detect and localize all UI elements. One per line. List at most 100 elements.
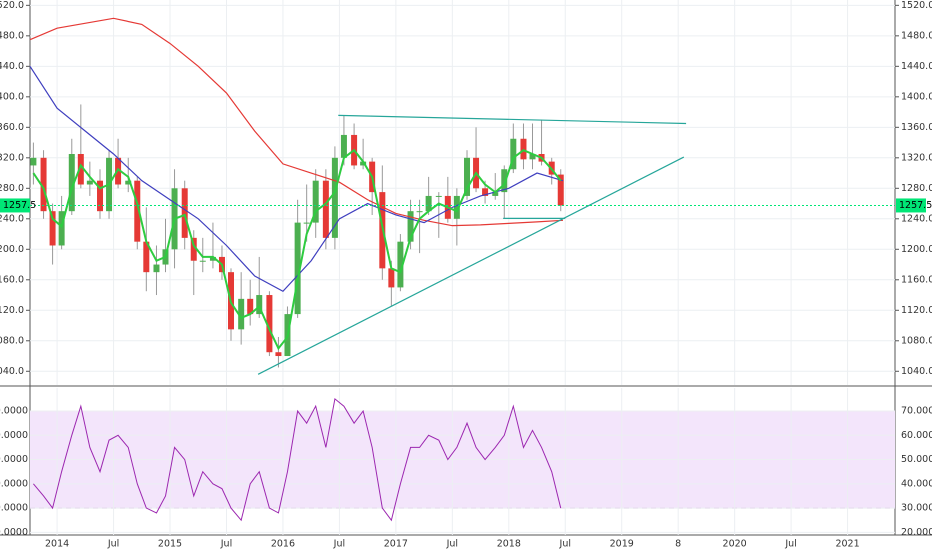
candle-body [492,192,499,196]
x-tick-label: 2019 [610,539,634,550]
rsi-tick-label: 30.0000 [901,503,932,514]
x-tick-label: Jul [107,539,119,550]
candle-body [331,157,338,238]
candle-body [86,180,93,185]
candle-body [464,157,471,196]
candle-body [238,298,245,330]
trendline [257,156,685,375]
y-tick-label: 1440.0 [0,61,24,72]
candle-body [97,180,104,212]
rsi-tick-label: 70.0000 [0,406,28,417]
moving-average [29,17,564,227]
candle-body [557,174,564,206]
y-tick-label: 1040.0 [901,366,932,377]
candle-body [190,237,197,261]
x-tick-label: Jul [220,539,232,550]
y-tick-label: 1120.0 [901,305,932,316]
x-tick-label: Jul [559,539,571,550]
candle-body [322,180,329,238]
x-tick-label: 2021 [835,539,859,550]
candle-body [153,264,160,273]
x-tick-label: Jul [333,539,345,550]
y-tick-label: 1480.0 [901,30,932,41]
candle-body [397,241,404,288]
last-price-label: 1257.5 [3,200,36,211]
y-tick-label: 1040.0 [0,366,24,377]
y-tick-label: 1200.0 [0,244,24,255]
x-tick-label: 2015 [158,539,182,550]
rsi-tick-label: 70.0000 [901,406,932,417]
y-tick-label: 1160.0 [901,274,932,285]
y-tick-label: 1360.0 [901,122,932,133]
rsi-tick-label: 60.0000 [0,430,28,441]
candle-body [501,169,508,193]
candle-body [256,295,263,315]
candle-body [266,295,273,353]
x-tick-label: 2020 [723,539,747,550]
candle-body [340,134,347,158]
candle-body [209,256,216,261]
y-tick-label: 1280.0 [901,183,932,194]
rsi-tick-label: 40.0000 [0,478,28,489]
candle-body [529,154,536,160]
candle-body [407,211,414,242]
last-price-badge [896,198,926,213]
x-tick-label: 8 [675,539,681,550]
y-tick-label: 1200.0 [901,244,932,255]
candle-body [49,211,56,246]
candle-body [425,195,432,212]
y-tick-label: 1240.0 [901,213,932,224]
candle-body [312,180,319,223]
x-tick-label: Jul [446,539,458,550]
trendline [338,114,687,125]
rsi-tick-label: 40.0000 [901,478,932,489]
candle-body [435,195,442,197]
candle-body [416,211,423,213]
y-tick-label: 1120.0 [0,305,24,316]
y-tick-label: 1480.0 [0,30,24,41]
y-tick-label: 1400.0 [901,91,932,102]
candle-body [482,188,489,196]
x-tick-label: 2018 [497,539,521,550]
last-price-badge [0,198,30,213]
x-tick-label: 2017 [384,539,408,550]
rsi-tick-label: 50.0000 [0,454,28,465]
y-tick-label: 1440.0 [901,61,932,72]
candle-body [143,241,150,273]
candle-body [247,298,254,315]
y-tick-label: 1080.0 [0,335,24,346]
rsi-tick-label: 50.0000 [901,454,932,465]
candle-body [58,211,65,246]
candle-body [40,157,47,212]
y-tick-label: 1320.0 [0,152,24,163]
rsi-tick-label: 30.0000 [0,503,28,514]
y-tick-label: 1080.0 [901,335,932,346]
y-tick-label: 1520.0 [0,0,24,11]
candle-body [510,138,517,170]
last-price-label: 1257.5 [899,200,932,211]
candle-body [453,195,460,219]
moving-average [32,148,562,351]
candle-body [275,352,282,357]
candle-body [303,222,310,224]
rsi-tick-label: 20.0000 [901,527,932,538]
moving-average [29,66,564,292]
y-tick-label: 1320.0 [901,152,932,163]
y-tick-label: 1160.0 [0,274,24,285]
y-tick-label: 1280.0 [0,183,24,194]
candle-body [77,154,84,185]
y-tick-label: 1520.0 [901,0,932,11]
candle-body [199,260,206,262]
y-tick-label: 1240.0 [0,213,24,224]
candle-body [125,180,132,185]
rsi-tick-label: 20.0000 [0,527,28,538]
y-tick-label: 1360.0 [0,122,24,133]
candle-body [68,154,75,212]
candle-body [520,138,527,160]
y-tick-label: 1400.0 [0,91,24,102]
candle-body [181,188,188,238]
candle-body [388,268,395,288]
candle-body [294,222,301,315]
rsi-tick-label: 60.0000 [901,430,932,441]
